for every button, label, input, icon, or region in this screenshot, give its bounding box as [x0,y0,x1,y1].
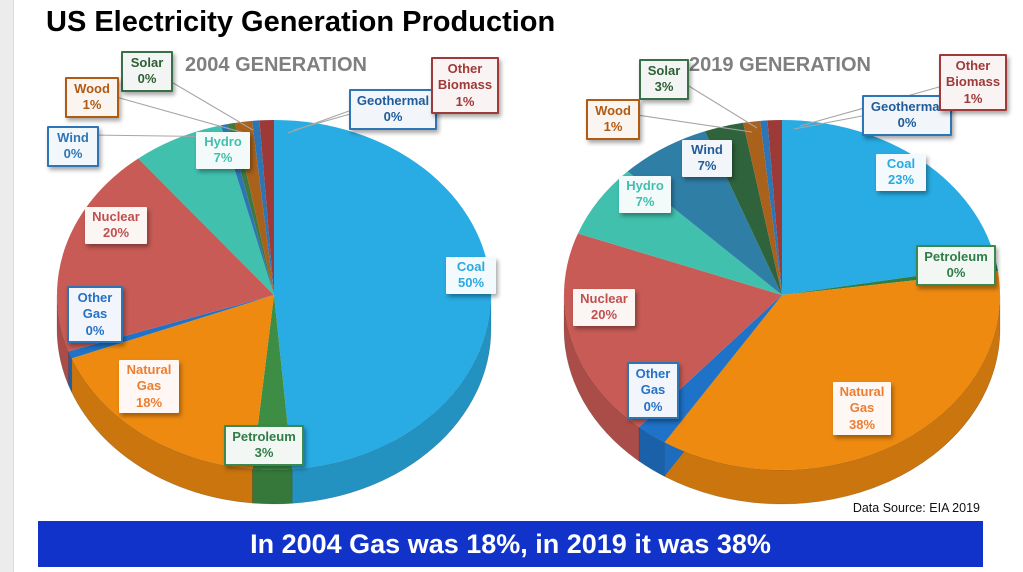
leader-solar-2019 [678,79,758,129]
label-wind-2019: Wind 7% [682,140,732,177]
chart-title-2004: 2004 GENERATION [185,54,367,76]
label-natural-gas-2019: Natural Gas 38% [833,382,891,435]
slice-other-biomass-2019 [767,120,782,295]
label-other-gas-2004: Other Gas 0% [67,286,123,343]
leader-wood-2004 [108,94,249,135]
slice-geothermal-2019 [760,120,782,296]
leader-solar-2004 [162,76,254,131]
label-solar-2019: Solar 3% [639,59,689,100]
label-geothermal-2004: Geothermal 0% [349,89,437,130]
slice-geothermal-2004 [252,120,274,295]
chart-title-2019: 2019 GENERATION [689,54,871,76]
label-petroleum-2019: Petroleum 0% [916,245,996,286]
slice-coal-2004 [274,120,492,470]
label-coal-2019: Coal 23% [876,154,926,191]
label-hydro-2019: Hydro 7% [619,176,671,213]
label-solar-2004: Solar 0% [121,51,173,92]
label-petroleum-2004: Petroleum 3% [224,425,304,466]
slice-natural-gas-2019 [664,271,1000,470]
banner-callout: In 2004 Gas was 18%, in 2019 it was 38% [38,521,983,567]
leader-geothermal-2019 [793,115,863,130]
label-other-gas-2019: Other Gas 0% [627,362,679,419]
slice-nuclear-2019 [563,233,782,428]
label-other-biomass-2019: Other Biomass 1% [939,54,1007,111]
slice-other-biomass-2004 [259,120,274,295]
label-wind-2004: Wind 0% [47,126,99,167]
label-nuclear-2019: Nuclear 20% [573,289,635,326]
slice-wind-2019 [627,131,782,295]
label-other-biomass-2004: Other Biomass 1% [431,57,499,114]
slice-hydro-2004 [138,125,274,295]
label-geothermal-2019: Geothermal 0% [862,95,952,136]
page-title: US Electricity Generation Production [46,6,556,38]
data-source-note: Data Source: EIA 2019 [852,501,980,515]
label-nuclear-2004: Nuclear 20% [85,207,147,244]
label-coal-2004: Coal 50% [446,257,496,294]
label-natural-gas-2004: Natural Gas 18% [119,360,179,413]
leader-wood-2019 [629,113,753,133]
label-hydro-2004: Hydro 7% [196,132,250,169]
slice-wood-2019 [743,120,782,295]
label-wood-2019: Wood 1% [586,99,640,140]
app-edge-strip [0,0,14,572]
label-wood-2004: Wood 1% [65,77,119,118]
